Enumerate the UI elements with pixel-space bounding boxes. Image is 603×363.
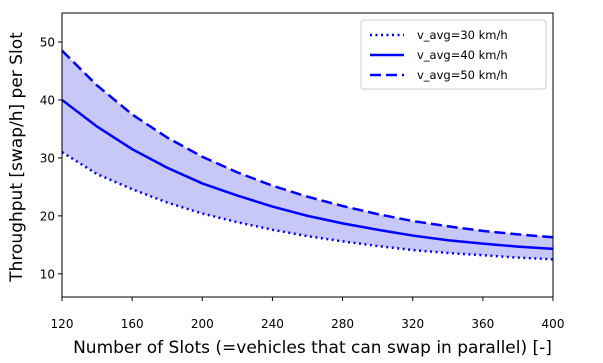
plot-frame [61,12,554,298]
y-axis-label: Throughput [swap/h] per Slot [7,32,27,283]
x-tick-label: 320 [401,317,424,331]
legend: v_avg=30 km/h v_avg=40 km/h v_avg=50 km/h [360,19,547,90]
shaded-band [62,50,553,260]
x-axis-ticks: 120 160 200 240 280 320 360 400 [51,297,565,331]
legend-box [360,19,547,90]
y-tick-label: 30 [40,151,55,165]
legend-label: v_avg=40 km/h [417,48,508,62]
y-tick-label: 40 [40,93,55,107]
x-tick-label: 160 [121,317,144,331]
y-axis-ticks: 10 20 30 40 50 [40,35,62,281]
y-tick-label: 50 [40,35,55,49]
legend-label: v_avg=30 km/h [417,28,508,42]
x-tick-label: 200 [191,317,214,331]
series-layer [61,49,554,261]
x-tick-label: 280 [331,317,354,331]
x-axis-label: Number of Slots (=vehicles that can swap… [73,338,552,358]
x-tick-label: 360 [471,317,494,331]
series-line-3 [61,49,554,239]
y-tick-label: 20 [40,209,55,223]
legend-label: v_avg=50 km/h [417,68,508,82]
y-tick-label: 10 [40,267,55,281]
series-line-2 [61,98,554,251]
x-tick-label: 120 [51,317,74,331]
shaded-band-layer [62,50,553,260]
x-tick-label: 400 [542,317,565,331]
x-tick-label: 240 [261,317,284,331]
